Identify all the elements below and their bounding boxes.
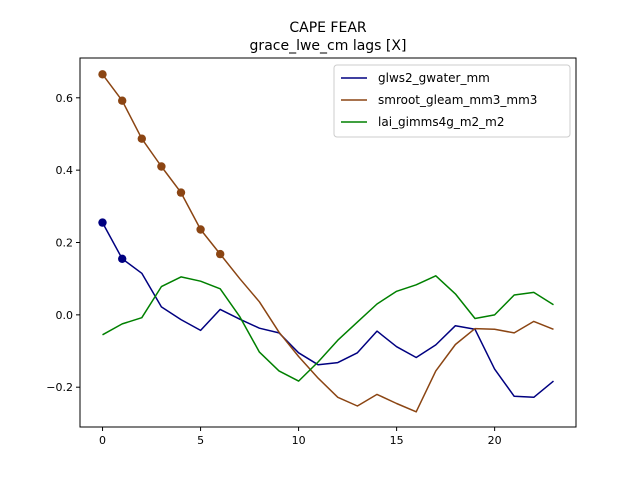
x-tick-label: 20 (488, 434, 502, 447)
data-point-glws2_gwater_mm-0 (98, 218, 107, 227)
data-point-smroot_gleam_mm3_mm3-3 (157, 162, 166, 171)
data-point-glws2_gwater_mm-1 (118, 254, 127, 263)
x-tick-label: 10 (292, 434, 306, 447)
data-point-smroot_gleam_mm3_mm3-0 (98, 70, 107, 79)
data-point-smroot_gleam_mm3_mm3-6 (216, 249, 225, 259)
legend-box (333, 64, 571, 138)
legend: glws2_gwater_mm smroot_gleam_mm3_mm3 lai_g… (333, 64, 571, 138)
data-point-smroot_gleam_mm3_mm3-1 (118, 96, 127, 105)
legend-entry-glws2_gwater_mm: glws2_gwater_mm (378, 71, 490, 85)
plot-area (98, 70, 554, 413)
data-point-smroot_gleam_mm3_mm3-4 (176, 188, 186, 197)
y-tick-label: 0.2 (56, 237, 74, 250)
series-line-glws2_gwater_mm (101, 222, 554, 399)
x-tick-label: 15 (390, 434, 404, 447)
x-tick-label: 5 (197, 434, 204, 447)
y-tick-label: 0.4 (56, 164, 74, 177)
series-line-smroot_gleam_mm3_mm3 (101, 73, 554, 413)
axes: 0 5 10 15 20 −0.2 0.0 0.2 0.4 0.6 (46, 57, 577, 447)
series-line-lai_gimms4g_m2_m2 (102, 275, 554, 382)
y-tick-label: −0.2 (46, 381, 73, 394)
x-tick-label: 0 (99, 434, 106, 447)
data-point-smroot_gleam_mm3_mm3-5 (196, 225, 205, 234)
chart-subtitle: grace_lwe_cm lags [X] (250, 38, 407, 54)
y-tick-label: 0.6 (56, 92, 74, 105)
chart-title: CAPE FEAR (289, 20, 367, 36)
legend-entry-smroot_gleam_mm3_mm3: smroot_gleam_mm3_mm3 (378, 93, 537, 107)
legend-entry-lai_gimms4g_m2_m2: lai_gimms4g_m2_m2 (378, 115, 505, 129)
data-point-smroot_gleam_mm3_mm3-2 (137, 134, 146, 143)
y-tick-label: 0.0 (56, 309, 74, 322)
